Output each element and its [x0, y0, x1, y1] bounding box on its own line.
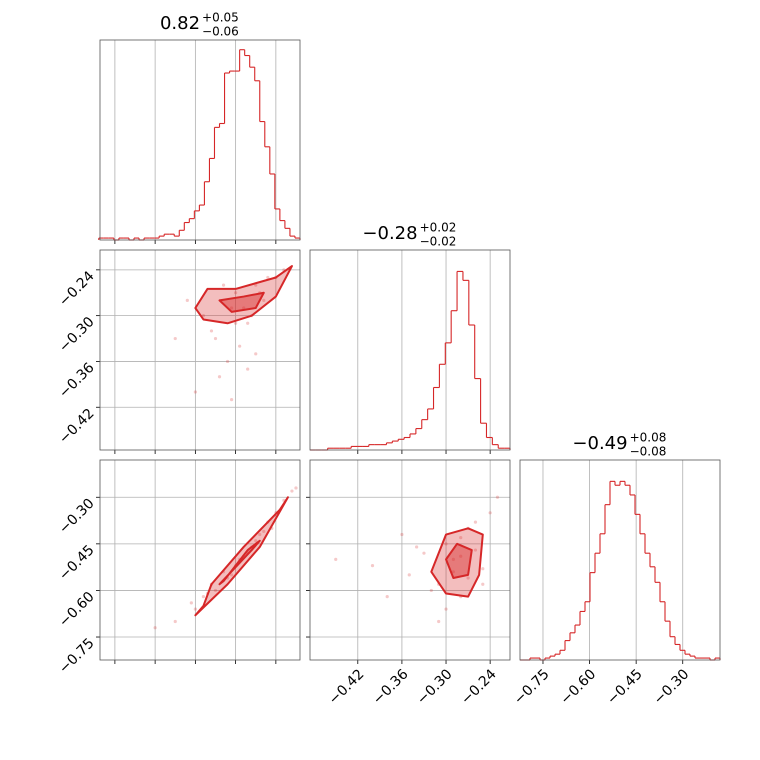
title-lower: −0.02 [420, 235, 457, 249]
panel-frame [309, 249, 511, 451]
sample-point [234, 291, 238, 295]
sample-point [334, 557, 338, 561]
panel: −0.24−0.30−0.36−0.42 [56, 249, 301, 454]
sample-point [266, 275, 270, 280]
sample-point [201, 314, 206, 318]
sample-point [217, 375, 222, 379]
sample-point [473, 520, 478, 524]
sample-point [254, 352, 258, 356]
sample-point [238, 344, 242, 348]
sample-point [437, 619, 441, 624]
sample-point [246, 367, 250, 371]
y-tick-label: −0.75 [56, 635, 98, 677]
sample-point [246, 321, 250, 325]
sample-point [422, 551, 426, 555]
y-tick-label: −0.45 [56, 542, 98, 584]
title-upper: +0.05 [202, 11, 239, 25]
sample-point [209, 329, 214, 333]
sample-point [451, 570, 455, 574]
sample-point [229, 573, 234, 577]
sample-point [213, 588, 218, 593]
y-tick-label: −0.24 [56, 268, 98, 310]
sample-point [488, 511, 492, 515]
sample-point [262, 529, 266, 534]
sample-point [294, 486, 298, 490]
contour [194, 265, 293, 325]
sample-point [189, 601, 193, 605]
panel: −0.28 +0.02−0.02 [309, 221, 511, 454]
panel: −0.42 −0.36 −0.30 −0.24 [306, 459, 511, 708]
panel-title: −0.49 [572, 433, 627, 454]
x-tick-label: −0.30 [414, 666, 456, 708]
x-tick-label: −0.24 [458, 666, 500, 708]
contour [445, 542, 473, 580]
contour [218, 539, 261, 586]
sample-point [193, 390, 197, 394]
sample-point [481, 567, 485, 571]
sample-point [193, 607, 197, 611]
sample-point [173, 336, 177, 341]
sample-point [229, 306, 234, 310]
panel-frame [99, 39, 301, 241]
sample-point [459, 554, 463, 558]
sample-point [444, 542, 448, 546]
panel-title: 0.82 [160, 13, 200, 34]
sample-point [221, 283, 226, 287]
contour [218, 291, 265, 313]
x-tick-label: −0.60 [558, 666, 600, 708]
sample-point [262, 298, 266, 302]
y-tick-label: −0.36 [56, 360, 98, 402]
sample-point [473, 548, 478, 552]
title-lower: −0.08 [630, 445, 667, 459]
title-upper: +0.02 [420, 221, 457, 235]
panel-frame [309, 459, 511, 661]
sample-point [385, 595, 389, 599]
sample-point [258, 532, 262, 537]
panel-frame [99, 459, 301, 661]
sample-point [213, 336, 218, 341]
sample-point [466, 576, 470, 580]
panel: 0.82 +0.05−0.06 [98, 11, 301, 244]
y-tick-label: −0.60 [56, 589, 98, 631]
title-upper: +0.08 [630, 431, 667, 445]
sample-point [400, 532, 404, 537]
x-tick-label: −0.30 [651, 666, 693, 708]
x-tick-label: −0.42 [326, 666, 368, 708]
sample-point [290, 489, 294, 493]
sample-point [444, 607, 448, 611]
sample-point [254, 539, 258, 543]
contour [430, 527, 484, 598]
sample-point [225, 359, 230, 364]
sample-point [201, 595, 206, 599]
x-tick-label: −0.75 [511, 666, 553, 708]
sample-point [173, 619, 177, 624]
x-tick-label: −0.36 [370, 666, 412, 708]
sample-point [185, 298, 189, 302]
y-tick-label: −0.42 [56, 406, 98, 448]
title-lower: −0.06 [202, 25, 239, 39]
sample-point [429, 588, 433, 593]
sample-point [153, 626, 157, 630]
sample-point [451, 557, 455, 561]
panel-frame [99, 249, 301, 451]
sample-point [495, 495, 500, 499]
sample-point [370, 563, 375, 568]
sample-point [415, 545, 419, 549]
x-tick-label: −0.45 [604, 666, 646, 708]
sample-point [459, 536, 463, 540]
y-tick-label: −0.30 [56, 314, 98, 356]
sample-point [481, 582, 485, 586]
panel-title: −0.28 [362, 223, 417, 244]
y-tick-label: −0.30 [56, 496, 98, 538]
sample-point [234, 321, 238, 325]
sample-point [407, 573, 411, 577]
panel: −0.75 −0.60 −0.45 −0.30 −0.49 +0.08−0.08 [511, 431, 721, 708]
panel-frame [519, 459, 721, 661]
sample-point [229, 398, 234, 402]
panel: −0.30−0.45 −0.60−0.75 [56, 459, 301, 677]
